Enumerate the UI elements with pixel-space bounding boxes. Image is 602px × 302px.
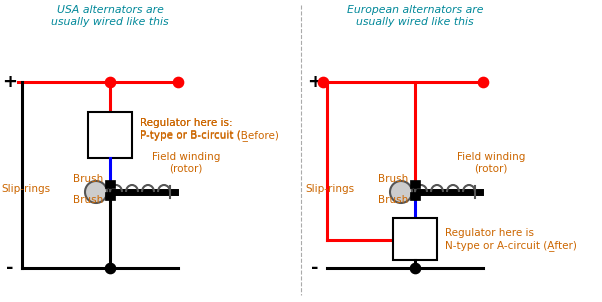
Point (173, 80, 183, 85)
Bar (88, 112, 132, 158)
Text: -: - (6, 259, 14, 277)
Circle shape (390, 181, 412, 203)
Bar (410, 180, 420, 188)
Text: Field winding
(rotor): Field winding (rotor) (457, 152, 526, 174)
Point (318, 80, 328, 85)
Text: -: - (311, 259, 318, 277)
Text: Brush: Brush (73, 195, 103, 205)
Bar (105, 180, 115, 188)
Point (410, 265, 420, 270)
Text: +: + (2, 73, 17, 91)
Text: Brush: Brush (73, 174, 103, 184)
Text: Slip-rings: Slip-rings (1, 184, 50, 194)
Text: Brush: Brush (377, 174, 408, 184)
Bar (393, 218, 437, 260)
Text: Regulator here is:
P-type or B-circuit (B̲efore): Regulator here is: P-type or B-circuit (… (140, 118, 279, 140)
Point (105, 265, 115, 270)
Text: European alternators are
usually wired like this: European alternators are usually wired l… (347, 5, 483, 27)
Point (478, 80, 488, 85)
Text: Brush: Brush (377, 195, 408, 205)
Text: Regulator here is:
P-type or B-circuit (: Regulator here is: P-type or B-circuit ( (140, 118, 241, 140)
Text: USA alternators are
usually wired like this: USA alternators are usually wired like t… (51, 5, 169, 27)
Circle shape (85, 181, 107, 203)
Text: Regulator here is
N-type or A-circuit (A̲fter): Regulator here is N-type or A-circuit (A… (445, 228, 577, 250)
Text: Field winding
(rotor): Field winding (rotor) (152, 152, 220, 174)
Bar (410, 192, 420, 200)
Text: Slip-rings: Slip-rings (306, 184, 355, 194)
Point (105, 80, 115, 85)
Text: +: + (308, 73, 323, 91)
Bar (105, 192, 115, 200)
